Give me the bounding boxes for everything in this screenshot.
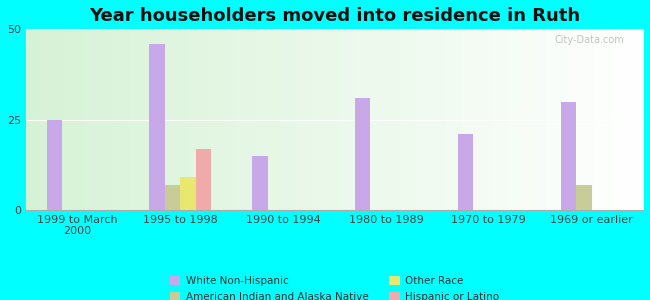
Bar [150,44,165,210]
Text: City-Data.com: City-Data.com [555,35,625,45]
Bar [561,102,576,210]
Bar [180,178,196,210]
Bar [458,134,473,210]
Bar [47,120,62,210]
Bar [576,185,592,210]
Bar [196,148,211,210]
Bar [165,185,180,210]
Legend: White Non-Hispanic, American Indian and Alaska Native, Other Race, Hispanic or L: White Non-Hispanic, American Indian and … [167,273,502,300]
Bar [355,98,370,210]
Bar [252,156,268,210]
Title: Year householders moved into residence in Ruth: Year householders moved into residence i… [89,7,580,25]
